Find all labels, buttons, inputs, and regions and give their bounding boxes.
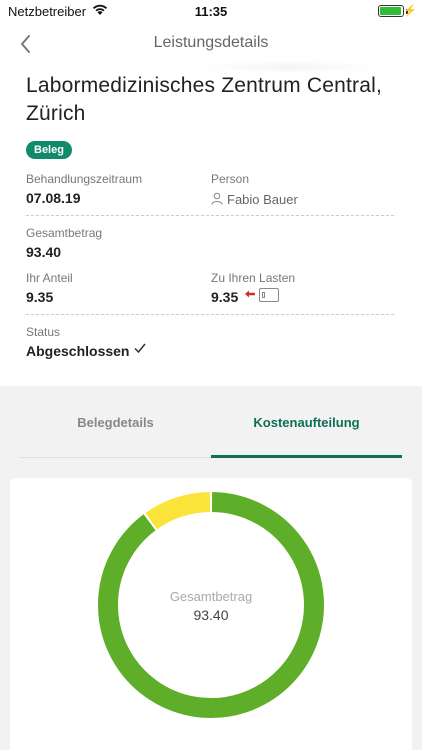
status-label: Status [26, 325, 61, 339]
person-icon [211, 192, 223, 205]
tab-kostenaufteilung[interactable]: Kostenaufteilung [211, 392, 402, 458]
donut-segment-1 [145, 492, 211, 530]
total-value: 93.40 [26, 244, 62, 260]
period-label: Behandlungszeitraum [26, 172, 143, 186]
donut-segment-0 [98, 492, 324, 718]
tab-bar: Belegdetails Kostenaufteilung [20, 392, 402, 458]
status-time: 11:35 [194, 4, 228, 19]
document-badge: Beleg [26, 141, 72, 159]
divider [26, 314, 394, 315]
total-label: Gesamtbetrag [26, 226, 103, 240]
status-value: Abgeschlossen [26, 343, 130, 359]
cost-donut-chart [98, 492, 324, 718]
carrier-name: Netzbetreiber [8, 4, 87, 19]
nav-shadow [200, 64, 380, 70]
battery-level [380, 7, 401, 15]
charge-value: 9.35 [211, 289, 239, 305]
divider [26, 215, 394, 216]
donut-center-label: Gesamtbetrag [169, 589, 253, 604]
card-icon [259, 288, 279, 302]
person-value: Fabio Bauer [227, 192, 298, 207]
wifi-icon [93, 4, 107, 15]
charging-icon: ⚡ [403, 5, 417, 17]
navigation-bar: Leistungsdetails [0, 22, 422, 66]
person-label: Person [211, 172, 250, 186]
share-value: 9.35 [26, 289, 54, 305]
battery-icon [378, 5, 404, 17]
donut-center-value: 93.40 [193, 607, 229, 623]
provider-name: Labormedizinisches Zentrum Central, Züri… [26, 74, 382, 125]
back-button[interactable] [14, 30, 38, 58]
checkmark-icon [134, 343, 146, 353]
share-label: Ihr Anteil [26, 271, 73, 285]
page-title: Leistungsdetails [153, 34, 269, 51]
charge-label: Zu Ihren Lasten [211, 271, 296, 285]
battery-cap [406, 9, 408, 14]
period-value: 07.08.19 [26, 190, 81, 206]
status-bar: Netzbetreiber 11:35 ⚡ [0, 0, 422, 22]
tab-belegdetails[interactable]: Belegdetails [20, 392, 211, 458]
arrow-left-icon [245, 290, 255, 298]
